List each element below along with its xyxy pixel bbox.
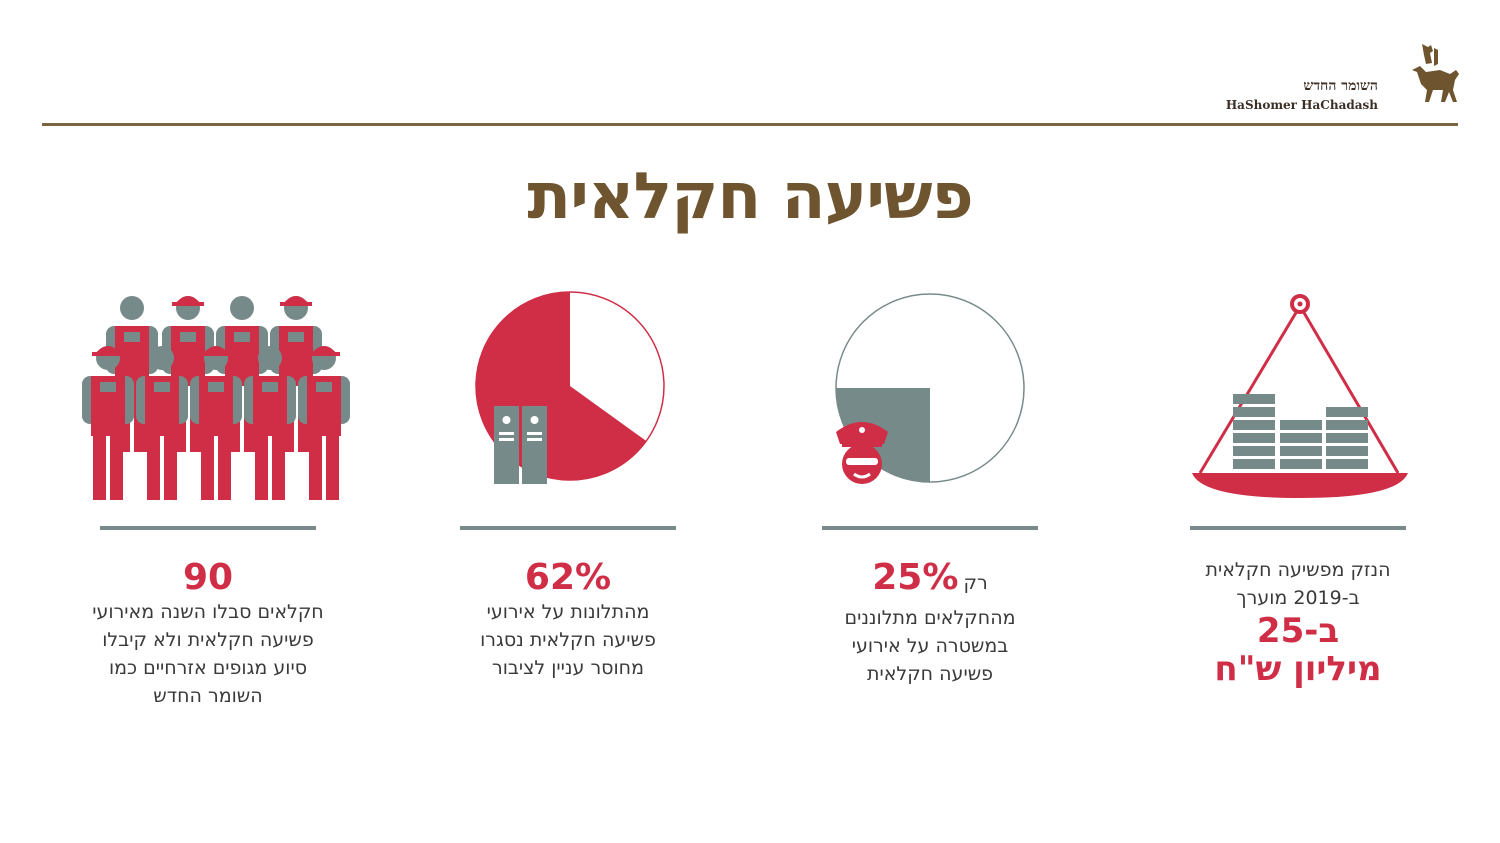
stat-text: 62% מהתלונות על אירועי פשיעה חקלאית נסגר…	[418, 558, 718, 682]
stat-text: רק 25% מהחקלאים מתלוננים במשטרה על אירוע…	[780, 558, 1080, 688]
stat-line: ב-2019 מוערך	[1236, 587, 1360, 609]
stat-farmers: 90 חקלאים סבלו השנה מאירועי פשיעה חקלאית…	[58, 280, 358, 740]
page-title: פשיעה חקלאית	[527, 160, 973, 234]
farmer-figure	[298, 346, 350, 500]
farmers-group-icon	[82, 296, 350, 500]
header-divider	[42, 123, 1458, 126]
stat-line: הנזק מפשיעה חקלאית	[1205, 559, 1391, 581]
stat-line: פשיעה חקלאית	[866, 663, 994, 685]
binders-icon	[494, 406, 547, 484]
farmer-figure	[82, 346, 134, 500]
stat-highlight: מיליון ש"ח	[1214, 649, 1382, 689]
stat-divider	[100, 526, 316, 530]
stat-line: השומר החדש	[153, 685, 263, 707]
brand-name-english: HaShomer HaChadash	[1225, 98, 1378, 112]
farmer-figure	[136, 346, 188, 500]
stat-prefix: רק	[963, 572, 988, 594]
stat-complaints: 62% מהתלונות על אירועי פשיעה חקלאית נסגר…	[418, 280, 718, 740]
police-pie-icon	[835, 293, 1025, 484]
police-officer-icon	[836, 422, 888, 484]
stat-highlight: ב-25	[1256, 611, 1340, 651]
stat-line: פשיעה חקלאית ולא קיבלו	[102, 629, 314, 651]
stat-police: רק 25% מהחקלאים מתלוננים במשטרה על אירוע…	[780, 280, 1080, 740]
stat-damage: הנזק מפשיעה חקלאית ב-2019 מוערך ב-25 מיל…	[1148, 280, 1448, 740]
stat-line: מחוסר עניין לציבור	[491, 657, 644, 679]
stat-line: חקלאים סבלו השנה מאירועי	[92, 601, 324, 623]
stat-line: מהתלונות על אירועי	[486, 601, 650, 623]
brand-logo: השומר החדש HaShomer HaChadash	[1226, 40, 1460, 120]
stat-text: 90 חקלאים סבלו השנה מאירועי פשיעה חקלאית…	[58, 558, 358, 710]
stat-line: מהחקלאים מתלוננים	[844, 607, 1016, 629]
stat-divider	[460, 526, 676, 530]
stat-line: במשטרה על אירועי	[851, 635, 1009, 657]
scale-with-money-icon	[1192, 294, 1408, 498]
stat-divider	[1190, 526, 1406, 530]
stat-divider	[822, 526, 1038, 530]
brand-name-hebrew: השומר החדש	[1303, 78, 1378, 94]
stat-value: 90	[182, 557, 234, 598]
binders-pie-icon	[475, 291, 665, 484]
farmer-figure	[190, 346, 242, 500]
farmer-figure	[244, 346, 296, 500]
stat-line: סיוע מגופים אזרחיים כמו	[108, 657, 308, 679]
stat-text: הנזק מפשיעה חקלאית ב-2019 מוערך ב-25 מיל…	[1148, 556, 1448, 688]
stat-value: 25%	[872, 557, 959, 598]
stat-line: פשיעה חקלאית נסגרו	[480, 629, 656, 651]
horse-rider-icon	[1412, 44, 1459, 102]
stat-value: 62%	[524, 557, 612, 598]
